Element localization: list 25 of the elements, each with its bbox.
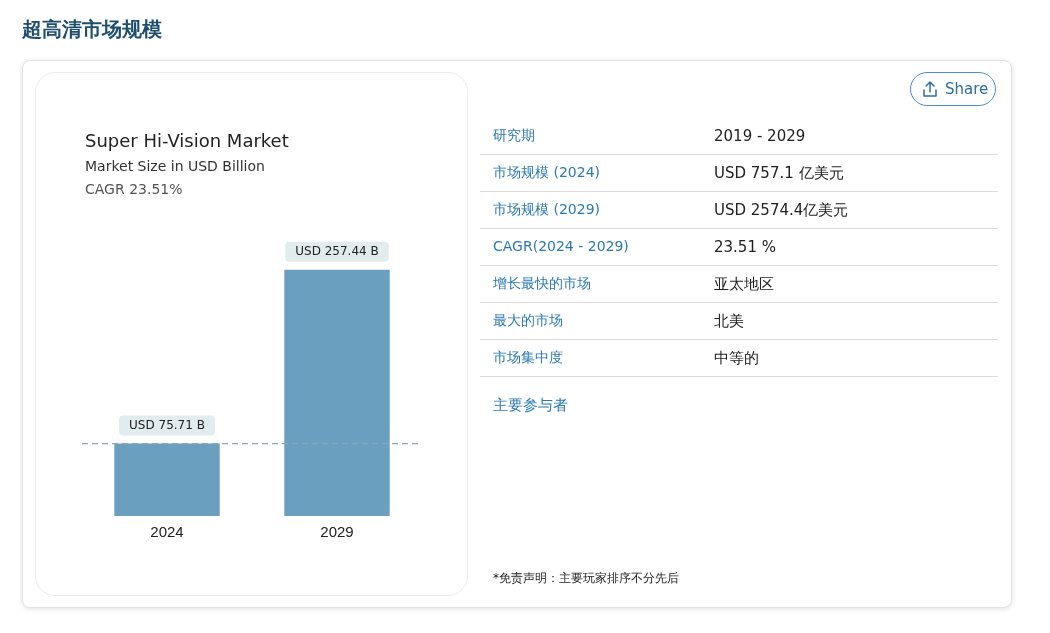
text: USD 2574.4亿美元 bbox=[714, 201, 849, 220]
text: 中等的 bbox=[714, 349, 759, 368]
data-label: USD 257.44 B bbox=[295, 243, 379, 258]
text: 市场集中度 bbox=[493, 349, 563, 367]
text: USD 757.1 亿美元 bbox=[714, 164, 844, 183]
text: Share bbox=[945, 80, 989, 98]
text: 市场规模 (2024) bbox=[493, 164, 601, 182]
text: 超高清市场规模 bbox=[22, 16, 162, 43]
chart-title: Super Hi-Vision Market bbox=[85, 130, 289, 151]
text: 增长最快的市场 bbox=[493, 275, 591, 293]
x-tick-label: 2029 bbox=[320, 523, 354, 541]
text: 2019 - 2029 bbox=[714, 127, 806, 145]
text: 亚太地区 bbox=[714, 275, 774, 294]
x-tick-label: 2024 bbox=[150, 523, 184, 541]
text: 研究期 bbox=[493, 127, 535, 145]
text: CAGR(2024 - 2029) bbox=[493, 238, 629, 254]
text: 23.51 % bbox=[714, 238, 776, 256]
text: 主要参与者 bbox=[493, 396, 568, 415]
text: CAGR 23.51% bbox=[85, 181, 183, 197]
text: *免责声明：主要玩家排序不分先后 bbox=[493, 570, 679, 587]
chart-subtitle: Market Size in USD Billion bbox=[85, 158, 265, 174]
data-label: USD 75.71 B bbox=[129, 417, 205, 432]
text: 北美 bbox=[714, 312, 744, 331]
text: 市场规模 (2029) bbox=[493, 201, 601, 219]
text: 最大的市场 bbox=[493, 312, 563, 330]
